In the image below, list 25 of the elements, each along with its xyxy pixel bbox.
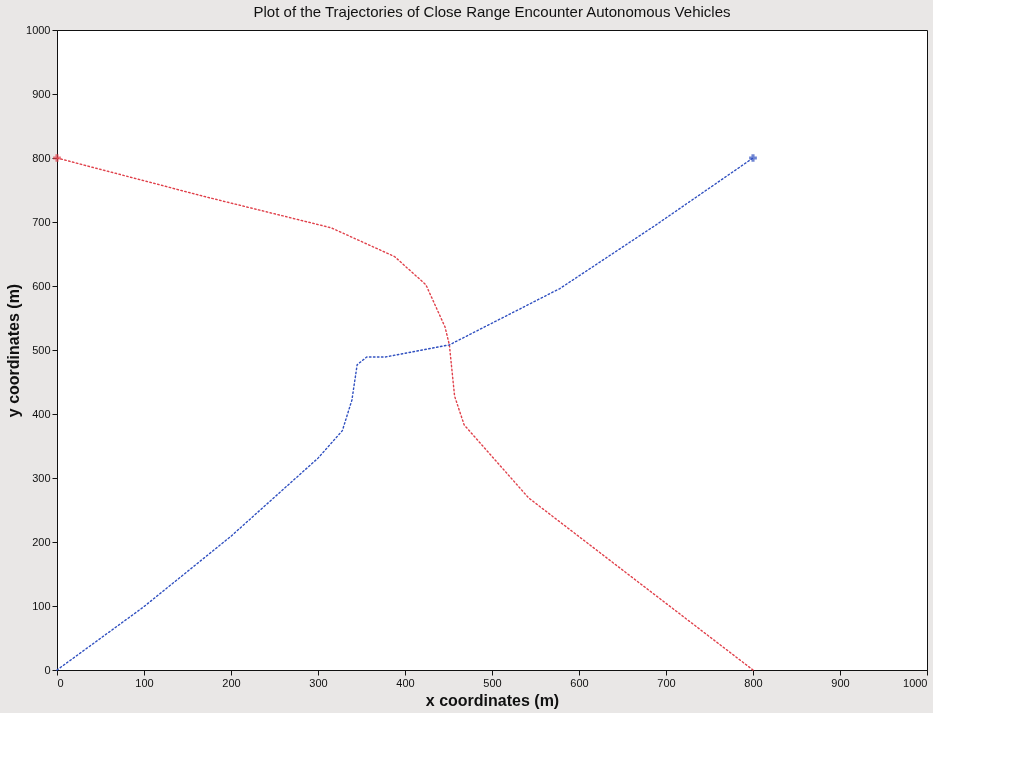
- x-axis-title: x coordinates (m): [425, 691, 560, 709]
- y-tick-label: 1000: [26, 23, 51, 36]
- x-tick-label: 100: [135, 676, 154, 689]
- y-tick-label: 300: [32, 471, 51, 484]
- x-tick-label: 900: [831, 676, 850, 689]
- y-tick-label: 0: [44, 663, 51, 676]
- x-tick-label: 0: [57, 676, 64, 689]
- y-tick-label: 400: [32, 407, 51, 420]
- y-tick-label: 500: [32, 343, 51, 356]
- y-tick-label: 100: [32, 599, 51, 612]
- x-tick-label: 700: [657, 676, 676, 689]
- x-tick-label: 500: [483, 676, 502, 689]
- x-tick-label: 300: [309, 676, 328, 689]
- y-tick-label: 200: [32, 535, 51, 548]
- x-tick-label: 1000: [903, 676, 928, 689]
- x-tick-label: 200: [222, 676, 241, 689]
- y-axis-title: y coordinates (m): [5, 283, 23, 418]
- y-tick-label: 800: [32, 151, 51, 164]
- x-tick-label: 400: [396, 676, 415, 689]
- chart-title: Plot of the Trajectories of Close Range Encounter Autonomous Vehicles: [253, 3, 731, 20]
- x-tick-label: 600: [570, 676, 589, 689]
- y-tick-label: 900: [32, 87, 51, 100]
- y-tick-label: 700: [32, 215, 51, 228]
- y-tick-label: 600: [32, 279, 51, 292]
- x-tick-label: 800: [744, 676, 763, 689]
